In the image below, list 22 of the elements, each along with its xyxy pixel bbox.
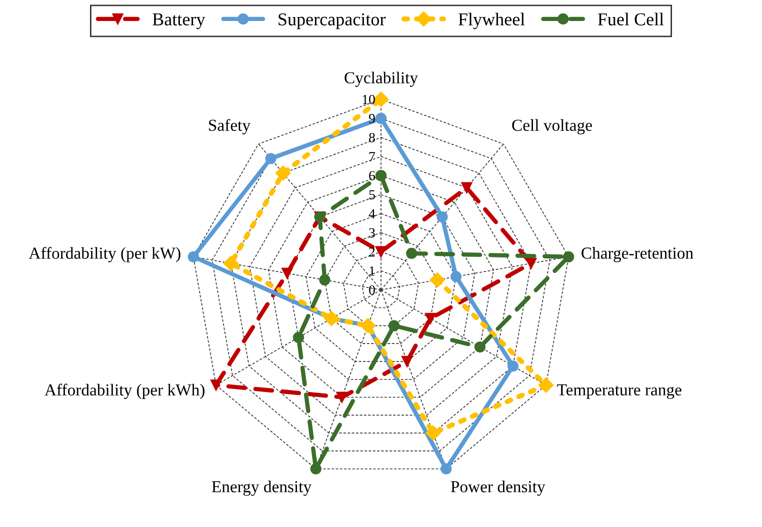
legend-label: Battery: [152, 13, 206, 30]
y-tick-label: 4: [368, 209, 376, 218]
spoke-label: Cell voltage: [512, 119, 592, 134]
y-tick-label: 1: [370, 266, 375, 276]
y-tick-label: 6: [369, 171, 376, 180]
y-tick-label: 5: [369, 190, 375, 200]
y-tick-label: 3: [369, 228, 375, 238]
y-tick-label: 0: [369, 285, 375, 295]
legend-label: Flywheel: [458, 12, 525, 30]
spoke-label: Affordability (per kW): [28, 246, 180, 262]
spoke-label: Cyclability: [344, 72, 418, 87]
legend-label: Fuel Cell: [598, 12, 664, 26]
legend-label: Supercapacitor: [278, 13, 386, 30]
spoke-label: Affordability (per kWh): [44, 384, 204, 400]
spoke-label: Temperature range: [557, 384, 682, 399]
spoke-label: Charge-retention: [582, 247, 694, 262]
spoke-label: Energy density: [212, 480, 312, 496]
spoke-label: Safety: [209, 119, 250, 134]
spoke-label: Power density: [450, 480, 546, 496]
y-tick-label: 2: [369, 247, 375, 256]
y-tick-label: 8: [369, 132, 375, 142]
y-tick-label: 7: [369, 152, 376, 162]
